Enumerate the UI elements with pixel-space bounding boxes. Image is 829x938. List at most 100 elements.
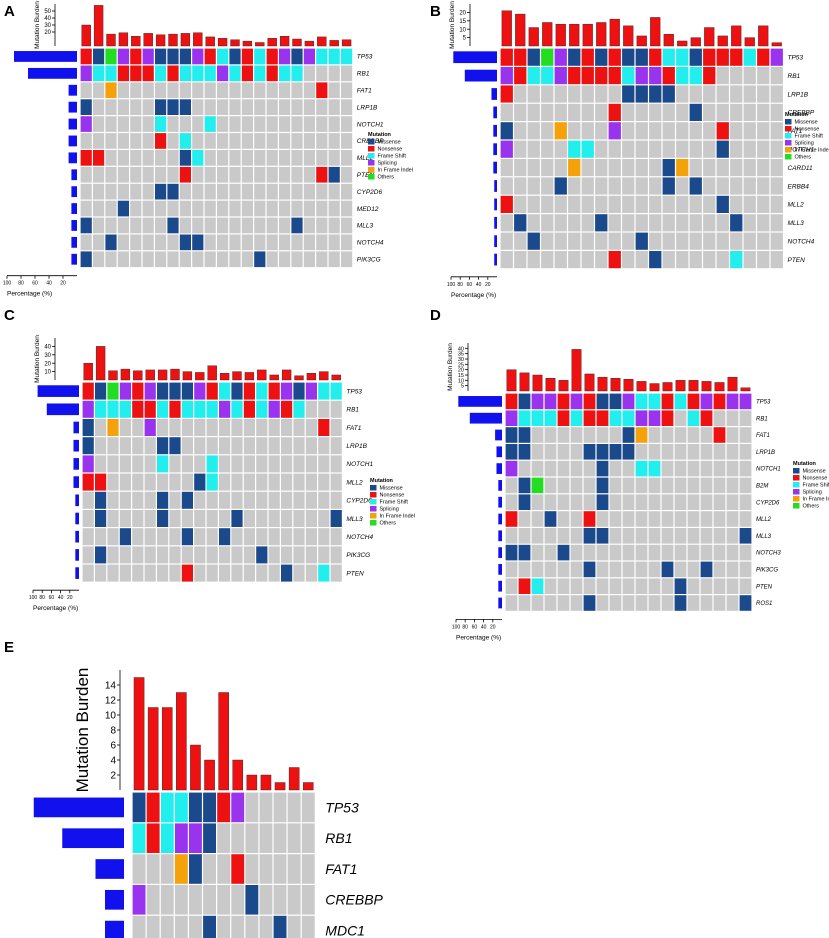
- oncoprint-cell: [557, 460, 570, 477]
- oncoprint-cell: [341, 166, 353, 183]
- oncoprint-cell: [229, 166, 241, 183]
- oncoprint-cell: [330, 419, 342, 436]
- oncoprint-cell: [596, 444, 609, 460]
- percentage-bar: [75, 530, 79, 543]
- gene-label: MDC1: [325, 923, 365, 938]
- oncoprint-cell: [117, 99, 129, 115]
- oncoprint-cell: [328, 166, 340, 183]
- oncoprint-cell: [518, 444, 531, 460]
- oncoprint-cell: [570, 561, 583, 578]
- burden-bar: [545, 378, 556, 392]
- oncoprint-cell: [570, 595, 583, 611]
- oncoprint-cell: [82, 491, 94, 509]
- oncoprint-cell: [132, 382, 144, 400]
- oncoprint-cell: [730, 177, 743, 195]
- oncoprint-cell: [169, 491, 181, 509]
- oncoprint-cell: [303, 82, 315, 99]
- oncoprint-cell: [635, 177, 648, 195]
- percentage-bar: [71, 253, 77, 265]
- oncoprint-cell: [142, 200, 154, 217]
- oncoprint-cell: [518, 494, 531, 510]
- oncoprint-cell: [192, 234, 204, 251]
- oncoprint-cell: [266, 133, 278, 149]
- oncoprint-cell: [608, 103, 621, 121]
- oncoprint-cell: [142, 150, 154, 166]
- burden-bar: [147, 707, 159, 791]
- oncoprint-cell: [241, 200, 253, 217]
- oncoprint-cell: [119, 564, 131, 582]
- oncoprint-cell: [231, 491, 243, 509]
- oncoprint-cell: [757, 195, 770, 213]
- oncoprint-cell: [739, 494, 752, 510]
- oncoprint-cell: [268, 455, 280, 473]
- oncoprint-cell: [229, 48, 241, 65]
- oncoprint-cell: [82, 546, 94, 564]
- oncoprint-cell: [303, 150, 315, 166]
- oncoprint-cell: [554, 159, 567, 177]
- oncoprint-cell: [132, 792, 146, 823]
- oncoprint-cell: [674, 410, 687, 426]
- burden-bar: [317, 36, 327, 47]
- burden-bar: [771, 42, 782, 47]
- oncoprint-cell: [93, 65, 105, 82]
- oncoprint-cell: [341, 65, 353, 82]
- oncoprint-cell: [622, 159, 635, 177]
- oncoprint-cell: [241, 116, 253, 132]
- oncoprint-cell: [689, 67, 702, 85]
- oncoprint-cell: [500, 140, 513, 158]
- oncoprint-cell: [662, 195, 675, 213]
- oncoprint-cell: [303, 166, 315, 183]
- percentage-bar: [28, 67, 77, 79]
- oncoprint-cell: [229, 133, 241, 149]
- oncoprint-cell: [130, 65, 142, 82]
- oncoprint-cell: [217, 166, 229, 183]
- oncoprint-cell: [531, 494, 544, 510]
- oncoprint-cell: [700, 595, 713, 611]
- oncoprint-cell: [305, 382, 317, 400]
- percentage-tick-label: 100: [29, 595, 38, 601]
- oncoprint-cell: [231, 455, 243, 473]
- oncoprint-cell: [82, 564, 94, 582]
- oncoprint-cell: [80, 99, 92, 115]
- oncoprint-cell: [622, 103, 635, 121]
- oncoprint-cell: [142, 48, 154, 65]
- burden-bar: [182, 371, 193, 381]
- oncoprint-cell: [743, 122, 756, 140]
- burden-bar: [242, 40, 253, 47]
- oncoprint-cell: [676, 159, 689, 177]
- oncoprint-cell: [142, 99, 154, 115]
- oncoprint-cell: [291, 251, 303, 268]
- burden-tick-label: 20: [44, 361, 51, 367]
- oncoprint-cell: [739, 477, 752, 494]
- oncoprint-cell: [194, 491, 206, 509]
- oncoprint-cell: [330, 473, 342, 491]
- oncoprint-cell: [330, 510, 342, 527]
- burden-bar: [740, 387, 751, 392]
- oncoprint-cell: [713, 544, 726, 561]
- burden-bar: [555, 23, 566, 47]
- oncoprint-cell: [303, 217, 315, 234]
- oncoprint-cell: [770, 85, 783, 103]
- oncoprint-cell: [541, 214, 554, 232]
- percentage-bar: [37, 385, 79, 397]
- percentage-tick-label: 80: [457, 282, 463, 288]
- burden-bar: [758, 25, 769, 47]
- percentage-label: Percentage (%): [33, 605, 78, 612]
- oncoprint-cell: [554, 140, 567, 158]
- oncoprint-cell: [341, 217, 353, 234]
- oncoprint-cell: [219, 400, 231, 418]
- panel-label: D: [430, 307, 441, 324]
- oncoprint-cell: [608, 67, 621, 85]
- burden-tick-label: 20: [458, 368, 464, 374]
- oncoprint-cell: [189, 854, 202, 884]
- oncoprint-cell: [527, 48, 540, 66]
- oncoprint-cell: [93, 48, 105, 65]
- oncoprint-cell: [687, 444, 700, 460]
- oncoprint-cell: [231, 792, 245, 823]
- percentage-tick-label: 100: [452, 624, 461, 630]
- oncoprint-cell: [730, 232, 743, 250]
- legend-swatch: [368, 174, 375, 180]
- oncoprint-cell: [204, 217, 216, 234]
- oncoprint-cell: [713, 477, 726, 494]
- oncoprint-cell: [181, 400, 193, 418]
